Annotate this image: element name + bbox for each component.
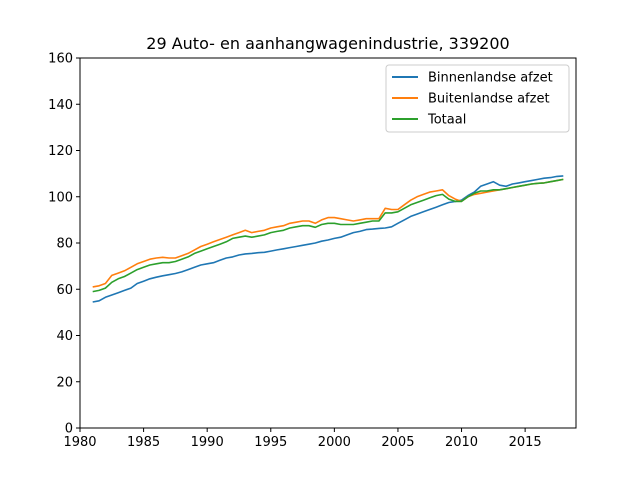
x-tick-label-1: 1985 bbox=[127, 435, 160, 450]
y-tick-label-3: 60 bbox=[56, 283, 73, 298]
series-line-2 bbox=[92, 178, 564, 288]
series-line-3 bbox=[92, 178, 564, 293]
y-tick-label-5: 100 bbox=[48, 190, 73, 205]
y-tick-label-4: 80 bbox=[56, 237, 73, 252]
x-tick-label-2: 1990 bbox=[191, 435, 224, 450]
legend-box bbox=[385, 64, 570, 133]
legend-label-1: Binnenlandse afzet bbox=[428, 71, 553, 86]
y-tick-label-1: 20 bbox=[56, 375, 73, 390]
x-tick-label-0: 1980 bbox=[63, 435, 96, 450]
x-axis: 1980 1985 1990 1995 2000 2005 2010 2015 bbox=[63, 428, 542, 450]
x-tick-label-6: 2010 bbox=[445, 435, 478, 450]
y-tick-label-7: 140 bbox=[48, 98, 73, 113]
legend-label-2: Buitenlandse afzet bbox=[428, 92, 550, 107]
y-tick-label-0: 0 bbox=[65, 422, 73, 437]
series-line-1 bbox=[92, 175, 564, 303]
x-tick-label-7: 2015 bbox=[509, 435, 542, 450]
y-tick-label-6: 120 bbox=[48, 144, 73, 159]
series-layer bbox=[92, 175, 564, 303]
legend-label-3: Totaal bbox=[427, 113, 466, 128]
chart-title: 29 Auto- en aanhangwagenindustrie, 33920… bbox=[146, 34, 509, 53]
y-tick-label-2: 40 bbox=[56, 329, 73, 344]
y-tick-label-8: 160 bbox=[48, 52, 73, 67]
y-axis: 0 20 40 60 80 100 120 140 160 bbox=[48, 52, 80, 437]
legend: Binnenlandse afzet Buitenlandse afzet Tota… bbox=[385, 64, 570, 133]
x-tick-label-5: 2005 bbox=[381, 435, 414, 450]
x-tick-label-4: 2000 bbox=[318, 435, 351, 450]
x-tick-label-3: 1995 bbox=[254, 435, 287, 450]
